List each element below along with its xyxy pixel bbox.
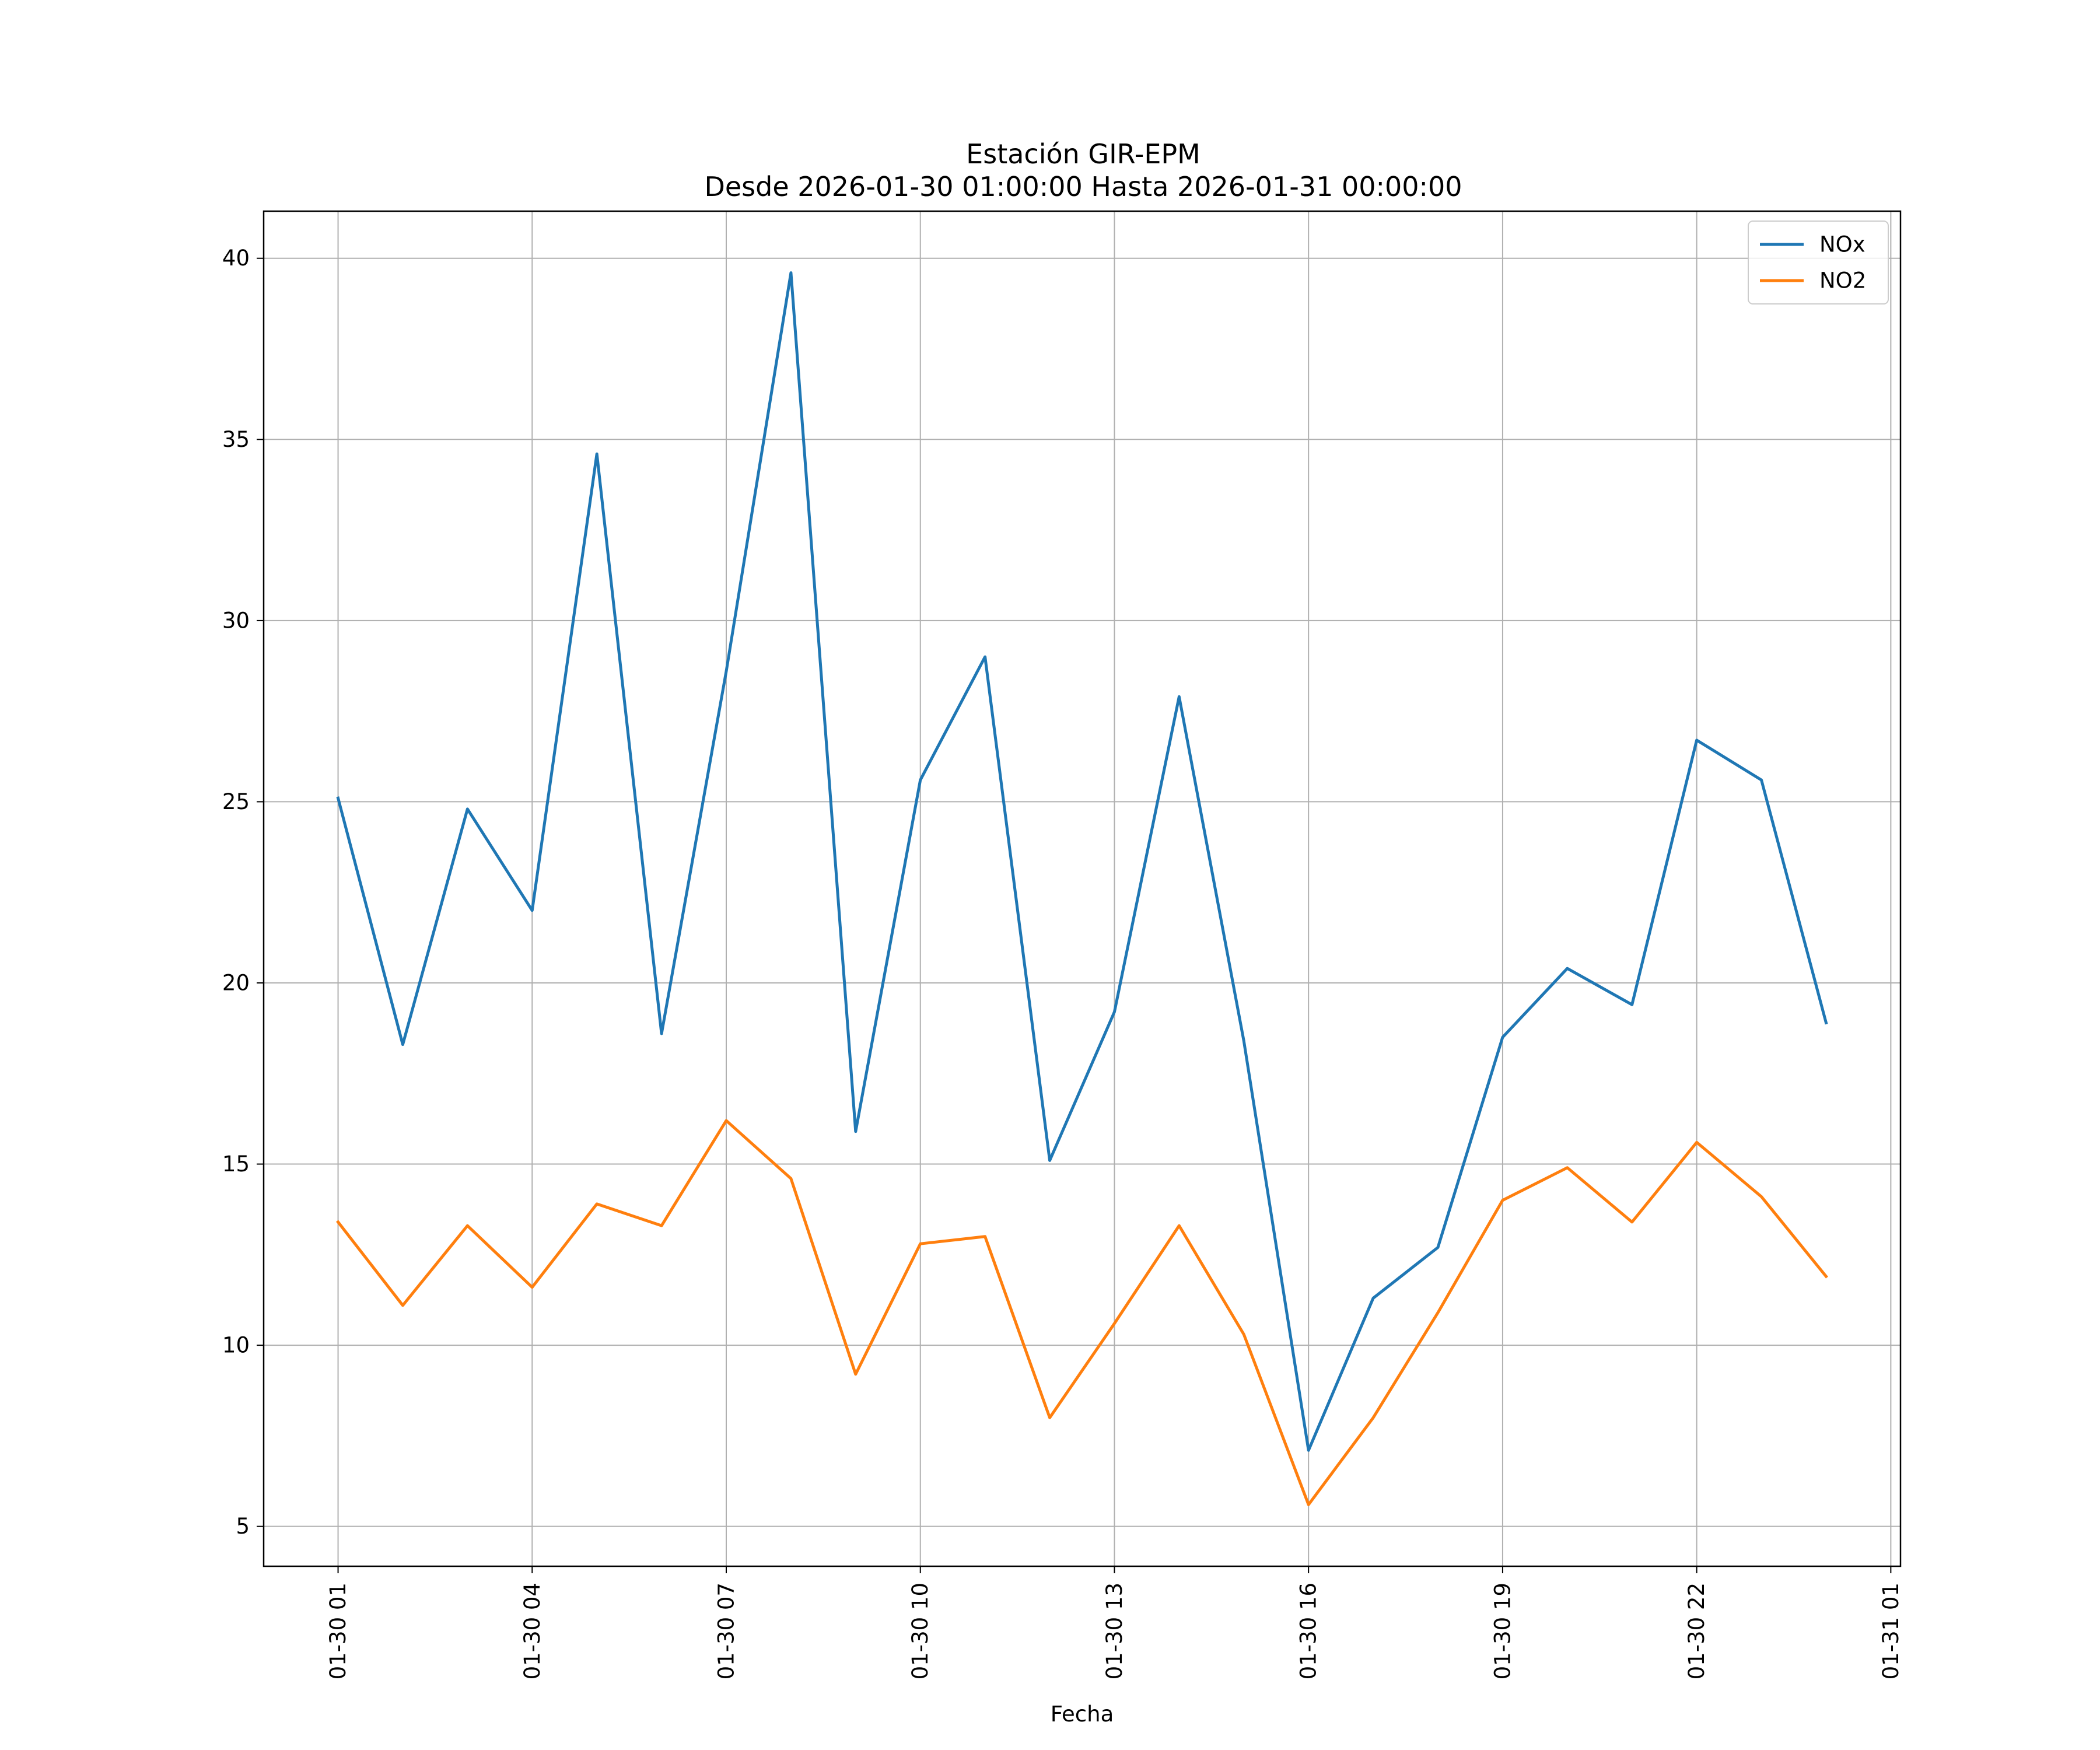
x-tick-label: 01-30 07 [714,1583,739,1679]
legend-label-nox: NOx [1819,232,1866,257]
x-tick-label: 01-30 04 [520,1583,545,1679]
y-tick-label: 35 [222,427,250,452]
legend: NOx NO2 [1748,220,1889,304]
ticks-layer: 01-30 01 01-30 04 01-30 07 01-30 10 01-30 13… [222,246,1903,1679]
x-tick-label: 01-30 01 [326,1583,351,1679]
series-line-nox [336,271,1828,1452]
series-line-no2 [336,1119,1828,1506]
y-tick-label: 25 [222,789,250,814]
y-tick-label: 40 [222,246,250,271]
legend-box [1748,220,1889,304]
chart-title-line2: Desde 2026-01-30 01:00:00 Hasta 2026-01-… [704,171,1462,202]
series-layer [336,271,1828,1506]
grid-layer [264,211,1901,1566]
legend-label-no2: NO2 [1819,268,1866,293]
x-tick-label: 01-30 16 [1296,1583,1321,1679]
y-tick-label: 20 [222,970,250,995]
y-tick-label: 5 [236,1514,250,1539]
y-tick-label: 10 [222,1333,250,1358]
x-tick-label: 01-30 19 [1490,1583,1515,1679]
x-tick-label: 01-30 13 [1102,1583,1127,1679]
y-tick-label: 15 [222,1152,250,1177]
y-tick-label: 30 [222,608,250,633]
x-tick-label: 01-30 10 [908,1583,933,1679]
chart-title-line1: Estación GIR-EPM [966,138,1200,170]
x-tick-label: 01-30 22 [1684,1583,1709,1679]
plot-frame [262,210,1902,1567]
x-axis-label: Fecha [1051,1702,1114,1727]
x-tick-label: 01-31 01 [1878,1583,1903,1679]
